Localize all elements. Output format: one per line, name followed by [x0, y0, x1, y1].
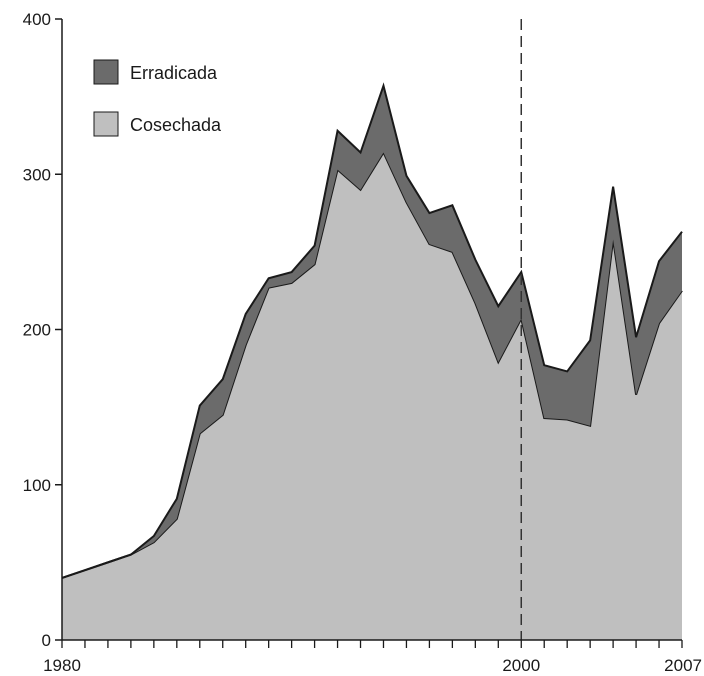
legend-swatch-cosechada	[93, 111, 119, 137]
y-tick-label: 200	[23, 321, 51, 340]
line-erradicada	[61, 82, 683, 579]
y-ticks-group: 0 100 200 300 400	[23, 10, 62, 650]
area-cosechada	[62, 152, 682, 640]
x-tick-label: 2000	[502, 656, 540, 675]
x-tick-label: 2007	[664, 656, 702, 675]
x-tick-label: 1980	[43, 656, 81, 675]
y-tick-label: 0	[42, 631, 51, 650]
legend-label-cosechada: Cosechada	[130, 115, 222, 135]
y-tick-label: 300	[23, 165, 51, 184]
legend-label-erradicada: Erradicada	[130, 63, 218, 83]
x-ticks-group: 1980 2000 2007	[43, 640, 702, 675]
area-series-group	[61, 82, 683, 640]
y-tick-label: 400	[23, 10, 51, 29]
legend-swatch-erradicada	[93, 59, 119, 85]
line-cosechada	[61, 150, 683, 579]
legend: Erradicada Cosechada	[93, 59, 222, 137]
y-tick-label: 100	[23, 476, 51, 495]
